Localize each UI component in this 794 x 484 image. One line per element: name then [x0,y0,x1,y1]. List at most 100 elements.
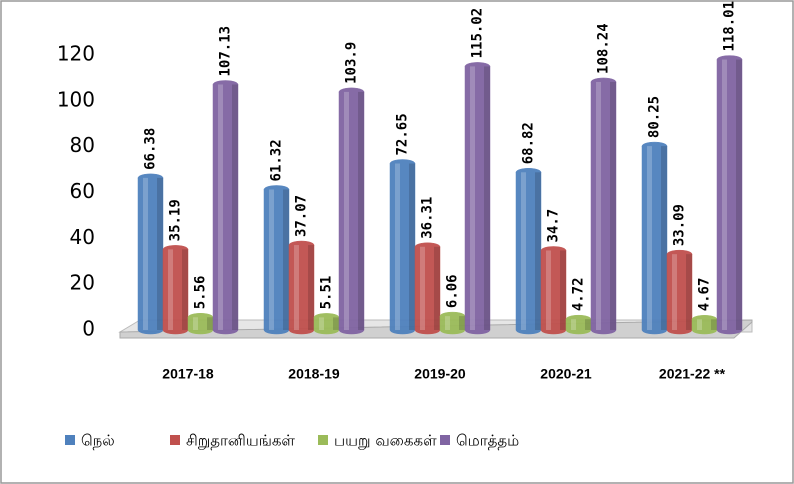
bar-shade [333,317,339,330]
x-tick-label: 2018-19 [288,366,340,382]
legend-label: நெல் [81,432,115,450]
value-label: 72.65 [395,113,411,155]
value-label: 66.38 [143,128,159,170]
value-label: 6.06 [445,274,461,308]
bar [288,240,315,335]
value-label: 61.32 [269,139,285,181]
value-label: 68.82 [521,122,537,164]
value-label: 33.09 [672,204,688,246]
bar-shade [434,246,440,330]
legend-swatch [170,435,180,445]
x-tick-label: 2017-18 [162,366,214,382]
value-label: 5.51 [319,276,335,310]
bar-shine [546,250,551,330]
bar-shine [470,66,475,330]
bar-shine [571,319,576,330]
bar-shade [157,177,163,330]
bar-shade [661,146,667,330]
value-label: 115.02 [470,8,486,59]
bar [389,159,416,335]
bar-shade [459,316,465,330]
legend-swatch [440,435,450,445]
bar-shade [585,319,591,330]
bar [666,249,693,335]
y-tick-label: 120 [57,42,95,66]
bar-shade [283,189,289,330]
y-tick-label: 0 [82,317,95,341]
bar-shine [193,317,198,330]
bar [565,314,592,335]
bar-shine [143,177,148,330]
bar [162,245,189,335]
value-label: 80.25 [647,96,663,138]
bar [691,315,718,335]
bar [187,313,214,335]
bar-shade [484,66,490,330]
x-tick-label: 2021-22 ** [659,366,726,382]
bar-shade [736,59,742,330]
bar [641,141,668,335]
bar-shine [319,317,324,330]
value-label: 5.56 [193,276,209,310]
bar-shine [294,245,299,330]
bar-shine [596,81,601,330]
x-tick-label: 2020-21 [540,366,592,382]
value-label: 4.67 [697,278,713,312]
bar [464,62,491,335]
bar-shade [308,245,314,330]
value-label: 36.31 [420,197,436,239]
legend-swatch [65,435,75,445]
bar [338,87,365,335]
bar-shine [445,316,450,330]
bar-shade [610,81,616,330]
bar [540,246,567,335]
y-tick-label: 40 [70,225,95,249]
bar-shade [232,84,238,331]
bar [590,77,617,335]
value-label: 118.01 [722,1,738,52]
y-tick-label: 60 [70,179,95,203]
value-label: 35.19 [168,199,184,241]
bar-shade [358,91,364,330]
value-label: 4.72 [571,277,587,311]
bar-shade [711,319,717,330]
bar [263,185,290,335]
bar-shade [207,317,213,330]
bar-shine [218,84,223,331]
bar-shine [168,249,173,330]
bar [716,55,743,335]
y-tick-label: 20 [70,271,95,295]
legend-label: மொத்தம் [456,432,519,450]
bar [313,313,340,335]
bar-shine [521,172,526,330]
bar [414,242,441,335]
bar-shine [697,319,702,330]
legend-label: பயறு வகைகள் [334,432,437,450]
bar-shade [409,163,415,330]
bar-shine [672,254,677,330]
value-label: 107.13 [218,26,234,77]
bar [439,311,466,335]
value-label: 108.24 [596,23,612,74]
x-tick-label: 2019-20 [414,366,466,382]
legend-label: சிறுதானியங்கள் [186,432,295,450]
value-label: 34.7 [546,209,562,243]
value-label: 103.9 [344,42,360,84]
bar [515,168,542,335]
bar-shine [420,246,425,330]
bar [137,173,164,335]
bar-shine [647,146,652,330]
bar-shade [560,250,566,330]
bar-shine [269,189,274,330]
bar-shade [182,249,188,330]
bar [212,80,239,335]
value-label: 37.07 [294,195,310,237]
bar-shine [722,59,727,330]
y-tick-label: 80 [70,133,95,157]
bar-shade [535,172,541,330]
bar-shade [686,254,692,330]
legend-swatch [318,435,328,445]
y-tick-label: 100 [57,87,95,111]
bar-shine [395,163,400,330]
